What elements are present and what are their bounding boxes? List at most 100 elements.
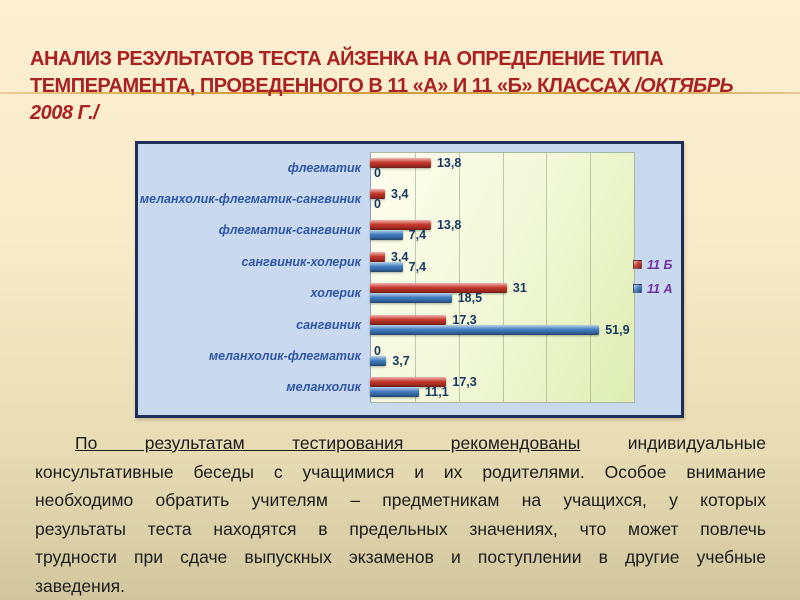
legend-marker [633, 260, 642, 269]
category-label: меланхолик-флегматик [208, 348, 361, 363]
bar-value-label: 0 [374, 197, 381, 212]
chart-row: сангвиник 17,3 51,9 [138, 309, 635, 340]
bar-line: 17,3 [370, 375, 635, 390]
bar-value-label: 3,7 [392, 353, 410, 368]
category-label: флегматик-сангвиник [218, 223, 361, 238]
bar-11-б [370, 377, 447, 388]
chart-rows: флегматик 13,8 0 меланхолик-флегматик-сангв… [138, 152, 635, 403]
bar-11-а [370, 230, 403, 241]
legend-marker [633, 284, 642, 293]
bar-line: 3,7 [370, 353, 635, 368]
bar-11-а [370, 261, 403, 272]
bar-value-label: 11,1 [425, 385, 449, 400]
bar-11-б [370, 283, 507, 294]
bar-value-label: 18,5 [457, 291, 483, 306]
category-label: флегматик [287, 160, 361, 175]
category-label: меланхолик-флегматик-сангвиник [139, 192, 361, 207]
title-line-3: 2008 Г./ [30, 102, 99, 124]
bar-11-а [370, 324, 600, 335]
title-line-2-text: ТЕМПЕРАМЕНТА, ПРОВЕДЕННОГО В 11 «А» И 11… [30, 75, 636, 97]
bar-group: 0 3,7 [370, 340, 635, 371]
gridline [458, 153, 460, 402]
bar-line: 11,1 [370, 385, 635, 400]
gridline [546, 153, 548, 402]
bar-value-label: 3,4 [391, 187, 409, 202]
paragraph-line-6: заведения. [35, 575, 125, 596]
chart-row: флегматик 13,8 0 [138, 152, 635, 183]
bar-line: 7,4 [370, 259, 635, 274]
underlined-phrase: По результатам тестирования рекомендован… [75, 433, 581, 453]
bar-line: 0 [370, 165, 635, 180]
bar-line: 0 [370, 197, 635, 212]
bar-group: 31 18,5 [370, 278, 635, 309]
bar-line: 3,4 [370, 187, 635, 202]
body-paragraph: По результатам тестирования рекомендован… [35, 429, 766, 600]
chart-row: сангвиник-холерик 3,4 7,4 [138, 246, 635, 277]
gridline [414, 153, 416, 402]
chart-row: меланхолик-флегматик-сангвиник 3,4 0 [138, 183, 635, 214]
bar-group: 3,4 0 [370, 183, 635, 214]
title-line-2-italic: /ОКТЯБРЬ [635, 75, 734, 97]
chart-row: меланхолик 17,3 11,1 [138, 372, 635, 403]
bar-11-б [370, 251, 386, 262]
paragraph-line-4: результаты теста находятся в предельных … [35, 518, 766, 539]
title-line-1: АНАЛИЗ РЕЗУЛЬТАТОВ ТЕСТА АЙЗЕНКА НА ОПРЕ… [30, 48, 664, 70]
bar-value-label: 17,3 [452, 375, 477, 390]
bar-11-а [370, 387, 420, 398]
bar-11-б [370, 157, 431, 168]
bar-group: 13,8 7,4 [370, 215, 635, 246]
bar-value-label: 7,4 [408, 228, 427, 243]
bar-value-label: 0 [374, 165, 381, 180]
bar-line: 3,4 [370, 249, 635, 264]
slide-title: АНАЛИЗ РЕЗУЛЬТАТОВ ТЕСТА АЙЗЕНКА НА ОПРЕ… [30, 46, 775, 127]
gridline [590, 153, 592, 402]
paragraph-line-1: По результатам тестирования рекомендован… [35, 429, 766, 458]
bar-line: 0 [370, 343, 635, 358]
chart-row: холерик 31 18,5 [138, 278, 635, 309]
bar-chart: флегматик 13,8 0 меланхолик-флегматик-сангв… [135, 141, 684, 418]
gridline [502, 153, 504, 402]
bar-11-б [370, 220, 431, 231]
bar-value-label: 3,4 [391, 249, 409, 264]
chart-plot-area [370, 152, 635, 403]
bar-group: 3,4 7,4 [370, 246, 635, 277]
bar-group: 17,3 51,9 [370, 309, 635, 340]
bar-11-б [370, 189, 386, 200]
bar-line: 13,8 [370, 155, 635, 170]
bar-group: 17,3 11,1 [370, 372, 635, 403]
bar-line: 7,4 [370, 228, 635, 243]
paragraph-line-3: необходимо обратить учителям – предметни… [35, 490, 766, 510]
title-line-2: ТЕМПЕРАМЕНТА, ПРОВЕДЕННОГО В 11 «А» И 11… [30, 73, 775, 100]
legend-item: 11 Б [633, 257, 673, 272]
bar-value-label: 13,8 [436, 218, 462, 233]
bar-value-label: 7,4 [408, 259, 427, 274]
category-label: сангвиник [296, 317, 361, 332]
bar-11-а [370, 293, 452, 304]
chart-legend: 11 Б 11 А [633, 258, 672, 306]
paragraph-line-2: консультативные беседы с учащимися и их … [35, 461, 766, 482]
paragraph-line-1-rest: индивидуальные [580, 433, 766, 453]
category-label: меланхолик [286, 380, 361, 395]
bar-value-label: 31 [512, 281, 527, 296]
bar-value-label: 17,3 [452, 312, 477, 327]
legend-label: 11 А [647, 281, 673, 296]
bar-value-label: 51,9 [605, 322, 630, 337]
bar-line: 31 [370, 281, 635, 296]
category-label: холерик [310, 286, 361, 301]
bar-group: 13,8 0 [370, 152, 635, 183]
bar-11-а [370, 355, 387, 366]
bar-line: 17,3 [370, 312, 635, 327]
bar-line: 13,8 [370, 218, 635, 233]
legend-item: 11 А [633, 281, 673, 296]
paragraph-line-5: трудности при сдаче выпускных экзаменов … [35, 547, 766, 567]
bar-line: 51,9 [370, 322, 635, 337]
bar-11-б [370, 314, 447, 325]
decorative-divider-line [0, 92, 800, 94]
chart-row: флегматик-сангвиник 13,8 7,4 [138, 215, 635, 246]
chart-row: меланхолик-флегматик 0 3,7 [138, 340, 635, 371]
category-label: сангвиник-холерик [241, 254, 361, 269]
legend-label: 11 Б [647, 257, 673, 272]
bar-value-label: 13,8 [436, 155, 462, 170]
bar-value-label: 0 [374, 343, 381, 358]
